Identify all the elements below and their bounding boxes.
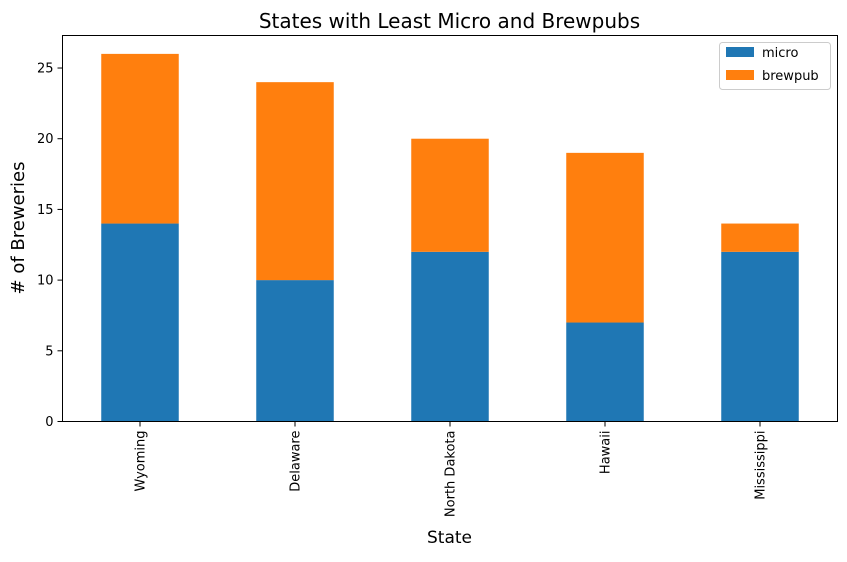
legend-label-brewpub: brewpub (762, 69, 819, 84)
bar-brewpub (256, 82, 334, 281)
y-tick-label: 20 (37, 132, 54, 147)
bar-brewpub (411, 138, 489, 252)
chart-title: States with Least Micro and Brewpubs (259, 9, 640, 33)
legend-swatch-micro (726, 47, 754, 57)
legend-swatch-brewpub (726, 70, 754, 80)
x-tick-label: Wyoming (134, 431, 149, 492)
bar-micro (101, 223, 179, 422)
y-tick-label: 0 (45, 415, 53, 430)
x-tick-label: Hawaii (599, 431, 614, 475)
y-tick-label: 10 (37, 274, 54, 289)
bar-micro (411, 251, 489, 422)
x-tick-label: Delaware (289, 431, 304, 492)
x-axis-label: State (427, 528, 472, 548)
bar-micro (721, 251, 799, 422)
x-tick-label: North Dakota (444, 431, 459, 518)
legend: micro brewpub (719, 42, 831, 90)
x-tick-label: Mississippi (754, 431, 769, 500)
bar-brewpub (721, 223, 799, 252)
plot-frame (62, 35, 838, 422)
bar-micro (256, 280, 334, 422)
y-axis-label: # of Breweries (8, 162, 29, 295)
y-tick-label: 15 (37, 203, 54, 218)
bar-micro (566, 322, 644, 422)
y-tick-label: 5 (45, 344, 53, 359)
legend-label-micro: micro (762, 46, 798, 61)
bar-brewpub (566, 152, 644, 323)
bar-brewpub (101, 53, 179, 224)
plot-area: 0 5 10 15 20 25 Wyoming Delaware North Dakota Haw… (37, 53, 799, 518)
y-tick-label: 25 (37, 62, 54, 77)
